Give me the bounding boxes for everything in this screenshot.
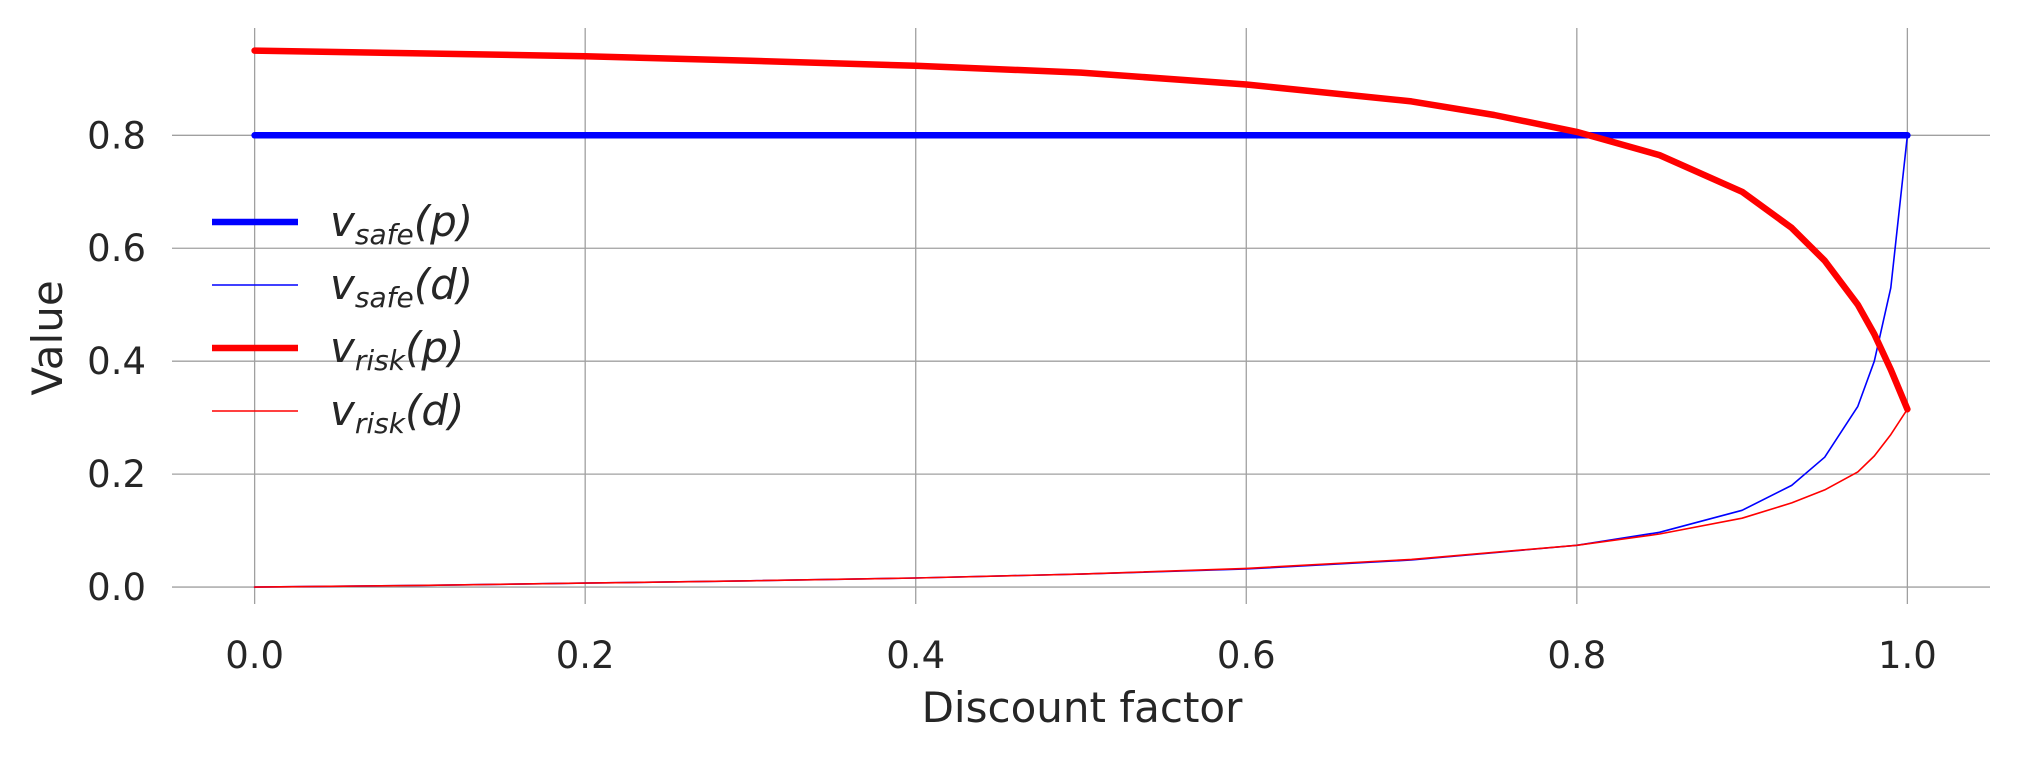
legend-subscript: risk bbox=[355, 344, 407, 377]
series-line-risk-p bbox=[251, 47, 1911, 413]
legend-symbol: v bbox=[330, 197, 356, 246]
legend-entry-label: vrisk(d) bbox=[330, 386, 464, 440]
y-axis-title: Value bbox=[23, 280, 72, 395]
legend: vsafe(p)vsafe(d)vrisk(p)vrisk(d) bbox=[212, 197, 473, 440]
legend-symbol: v bbox=[330, 323, 356, 372]
legend-argument: (d) bbox=[414, 260, 473, 309]
legend-entry-label: vsafe(d) bbox=[330, 260, 473, 314]
x-tick-label: 0.4 bbox=[886, 634, 945, 677]
y-tick-label: 0.2 bbox=[87, 453, 146, 496]
legend-subscript: safe bbox=[355, 281, 414, 314]
x-tick-label: 0.2 bbox=[556, 634, 615, 677]
legend-argument: (d) bbox=[405, 386, 464, 435]
legend-argument: (p) bbox=[405, 323, 464, 372]
legend-subscript: safe bbox=[355, 218, 414, 251]
legend-entry-label: vsafe(p) bbox=[330, 197, 473, 251]
y-tick-label: 0.6 bbox=[87, 227, 146, 270]
legend-entry-label: vrisk(p) bbox=[330, 323, 464, 377]
x-axis-title: Discount factor bbox=[922, 683, 1244, 732]
y-tick-label: 0.8 bbox=[87, 114, 146, 157]
x-tick-label: 0.0 bbox=[225, 634, 284, 677]
x-tick-label: 0.8 bbox=[1547, 634, 1606, 677]
legend-subscript: risk bbox=[355, 407, 407, 440]
legend-symbol: v bbox=[330, 260, 356, 309]
y-tick-label: 0.4 bbox=[87, 340, 146, 383]
legend-symbol: v bbox=[330, 386, 356, 435]
legend-argument: (p) bbox=[414, 197, 473, 246]
series-lines bbox=[251, 47, 1911, 588]
x-tick-label: 0.6 bbox=[1217, 634, 1276, 677]
x-tick-label: 1.0 bbox=[1878, 634, 1937, 677]
tick-labels: 0.0 0.2 0.4 0.6 0.8 1.0 0.0 0.2 0.4 0.6 0.8 bbox=[87, 114, 1937, 677]
y-tick-label: 0.0 bbox=[87, 566, 146, 609]
series-line-risk-d bbox=[253, 408, 1909, 588]
